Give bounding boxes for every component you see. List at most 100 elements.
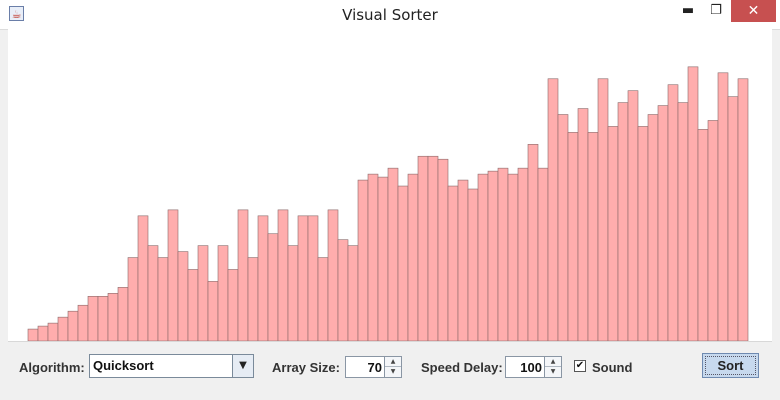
- bar-5: [77, 304, 89, 342]
- bar-10: [127, 257, 139, 342]
- title-bar: ☕ Visual Sorter ▬ ❐ ✕: [0, 0, 780, 30]
- bar-11: [137, 215, 149, 342]
- bar-44: [467, 188, 479, 342]
- bar-46: [487, 170, 499, 342]
- speed-delay-label: Speed Delay:: [421, 360, 503, 375]
- minimize-button[interactable]: ▬: [681, 3, 695, 18]
- bar-59: [617, 102, 629, 342]
- spinner-down-icon[interactable]: ▼: [545, 367, 561, 377]
- bar-9: [117, 287, 129, 342]
- bar-50: [527, 144, 539, 342]
- bar-62: [647, 114, 659, 342]
- bar-45: [477, 173, 489, 342]
- bar-38: [407, 173, 419, 342]
- bar-14: [167, 209, 179, 342]
- bar-26: [287, 245, 299, 342]
- bar-2: [47, 322, 59, 342]
- bar-24: [267, 233, 279, 342]
- bar-30: [327, 209, 339, 342]
- bar-58: [607, 126, 619, 342]
- bar-35: [377, 176, 389, 342]
- bar-34: [367, 173, 379, 342]
- bar-42: [447, 185, 459, 342]
- bar-4: [67, 310, 79, 342]
- bar-chart: [27, 66, 749, 342]
- chevron-down-icon[interactable]: ▼: [232, 355, 253, 377]
- bar-7: [97, 295, 109, 342]
- bar-21: [237, 209, 249, 342]
- algorithm-selected-value: Quicksort: [93, 358, 154, 373]
- bar-20: [227, 269, 239, 342]
- bar-36: [387, 167, 399, 342]
- bar-37: [397, 185, 409, 342]
- bar-19: [217, 245, 229, 342]
- bar-40: [427, 155, 439, 342]
- sort-visualization-canvas: [8, 29, 772, 342]
- speed-delay-stepper: ▲ ▼: [544, 357, 561, 377]
- bar-51: [537, 167, 549, 342]
- bar-56: [587, 132, 599, 342]
- bar-55: [577, 108, 589, 342]
- sound-label[interactable]: Sound: [592, 360, 633, 375]
- sort-button[interactable]: Sort: [702, 353, 759, 378]
- bar-49: [517, 167, 529, 342]
- bar-64: [667, 84, 679, 342]
- bar-67: [697, 129, 709, 342]
- bar-32: [347, 245, 359, 342]
- bar-25: [277, 209, 289, 342]
- bar-29: [317, 257, 329, 342]
- sound-checkbox[interactable]: ✔: [574, 360, 586, 372]
- bar-48: [507, 173, 519, 342]
- speed-delay-value[interactable]: 100: [520, 360, 542, 375]
- bar-65: [677, 102, 689, 342]
- bar-52: [547, 78, 559, 342]
- bar-8: [107, 293, 119, 342]
- bar-15: [177, 251, 189, 342]
- speed-delay-spinner[interactable]: 100 ▲ ▼: [505, 356, 562, 378]
- bar-23: [257, 215, 269, 342]
- bar-60: [627, 90, 639, 342]
- control-panel: Algorithm: Quicksort ▼ Array Size: 70 ▲ …: [8, 341, 772, 394]
- algorithm-dropdown[interactable]: Quicksort ▼: [89, 354, 254, 378]
- bar-18: [207, 281, 219, 342]
- spinner-up-icon[interactable]: ▲: [385, 357, 401, 367]
- bar-31: [337, 239, 349, 342]
- spinner-up-icon[interactable]: ▲: [545, 357, 561, 367]
- maximize-button[interactable]: ❐: [710, 3, 722, 18]
- bar-0: [27, 328, 39, 342]
- spinner-down-icon[interactable]: ▼: [385, 367, 401, 377]
- bar-69: [717, 72, 729, 342]
- bar-63: [657, 105, 669, 342]
- bar-27: [297, 215, 309, 342]
- array-size-label: Array Size:: [272, 360, 340, 375]
- bar-39: [417, 155, 429, 342]
- bar-1: [37, 325, 49, 342]
- bar-33: [357, 179, 369, 342]
- bar-41: [437, 158, 449, 342]
- bar-13: [157, 257, 169, 342]
- window-title: Visual Sorter: [342, 6, 438, 24]
- bar-61: [637, 126, 649, 342]
- array-size-spinner[interactable]: 70 ▲ ▼: [345, 356, 402, 378]
- bar-3: [57, 316, 69, 342]
- bar-17: [197, 245, 209, 342]
- bar-70: [727, 96, 739, 342]
- bar-54: [567, 132, 579, 342]
- array-size-stepper: ▲ ▼: [384, 357, 401, 377]
- bar-47: [497, 167, 509, 342]
- java-cup-icon[interactable]: ☕: [9, 6, 24, 21]
- bar-43: [457, 179, 469, 342]
- bar-28: [307, 215, 319, 342]
- bar-16: [187, 269, 199, 342]
- bar-12: [147, 245, 159, 342]
- close-button[interactable]: ✕: [731, 0, 776, 22]
- bar-68: [707, 120, 719, 342]
- bar-66: [687, 66, 699, 342]
- array-size-value[interactable]: 70: [367, 360, 382, 375]
- bar-6: [87, 295, 99, 342]
- algorithm-label: Algorithm:: [19, 360, 85, 375]
- bar-22: [247, 257, 259, 342]
- bar-57: [597, 78, 609, 342]
- bar-71: [737, 78, 749, 342]
- bar-53: [557, 114, 569, 342]
